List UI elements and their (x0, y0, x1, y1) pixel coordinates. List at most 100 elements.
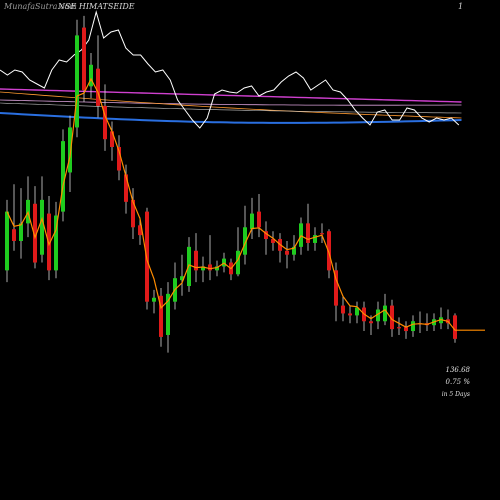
candle-body (348, 313, 352, 316)
candle-body (236, 250, 240, 275)
candle-body (166, 293, 170, 335)
candle (33, 186, 37, 269)
candle (117, 135, 121, 181)
candle-body (243, 227, 247, 255)
candle (47, 195, 51, 281)
candle (89, 53, 93, 99)
candle (82, 15, 86, 102)
candle-body (75, 35, 79, 128)
candle-body (215, 266, 219, 271)
candle (264, 221, 268, 255)
candle (243, 205, 247, 265)
candle-body (40, 199, 44, 255)
overlay-lines (0, 10, 462, 129)
candle-body (82, 27, 86, 91)
candle (201, 256, 205, 283)
sma-blue-line (0, 112, 462, 124)
candle (236, 227, 240, 277)
candle (131, 188, 135, 240)
candle-body (299, 223, 303, 247)
candle-body (264, 231, 268, 240)
candle-body (404, 327, 408, 332)
candle-body (124, 174, 128, 202)
indicator-white-line (0, 10, 460, 129)
candle (180, 254, 184, 296)
candle-body (131, 199, 135, 228)
candle (271, 231, 275, 251)
candle-body (47, 213, 51, 271)
candle (453, 313, 457, 343)
candle (362, 301, 366, 332)
candle (341, 295, 345, 322)
candle (446, 309, 450, 330)
candle-body (327, 231, 331, 271)
candle-body (103, 105, 107, 140)
candle-body (12, 229, 16, 241)
candle-body (110, 131, 114, 148)
candle (159, 287, 163, 347)
candle (418, 311, 422, 334)
candle-body (19, 223, 23, 241)
candle-body (411, 321, 415, 332)
candle-body (180, 276, 184, 281)
candle-body (89, 64, 93, 87)
price-change: 0.75 % (445, 378, 470, 386)
candle-body (355, 307, 359, 316)
sma-magenta-line (0, 88, 462, 103)
candle-body (390, 305, 394, 330)
candle-body (306, 223, 310, 243)
candle-body (369, 321, 373, 324)
site-watermark: MunafaSutra.com (4, 2, 77, 11)
candle (110, 121, 114, 161)
ticker-label: NSE HIMATSEIDE (58, 2, 135, 11)
candle-body (208, 264, 212, 271)
candle (397, 317, 401, 335)
candle (96, 35, 100, 118)
candle (376, 301, 380, 330)
candle-body (152, 297, 156, 302)
candle (439, 307, 443, 330)
candle-body (250, 213, 254, 230)
candle (152, 289, 156, 314)
candle-body (5, 211, 9, 271)
change-period: in 5 Days (441, 391, 470, 398)
candle-body (138, 225, 142, 236)
candle-body (96, 68, 100, 106)
candle (313, 227, 317, 251)
candle (124, 164, 128, 214)
candle (26, 176, 30, 238)
candle (250, 197, 254, 240)
candle (54, 201, 58, 279)
candle (19, 188, 23, 259)
candle (334, 262, 338, 322)
candle (348, 305, 352, 324)
candle (173, 262, 177, 310)
candle-body (271, 239, 275, 243)
candle (166, 282, 170, 353)
candle (5, 199, 9, 283)
candle (75, 19, 79, 138)
candle (411, 315, 415, 337)
candle (320, 223, 324, 243)
candle (355, 301, 359, 324)
candle-body (159, 295, 163, 337)
candle (194, 233, 198, 283)
candle (390, 299, 394, 337)
sma-light-line (0, 99, 462, 106)
candle-body (313, 235, 317, 243)
candle-body (334, 270, 338, 306)
candle-body (383, 305, 387, 322)
candle-body (201, 266, 205, 271)
candle (285, 240, 289, 269)
candle-body (33, 203, 37, 263)
candle (278, 233, 282, 263)
candle-body (194, 250, 198, 271)
candle-body (285, 250, 289, 255)
candle (215, 260, 219, 277)
candle-body (439, 317, 443, 324)
candle (103, 84, 107, 151)
candle (306, 203, 310, 251)
candle-body (257, 211, 261, 228)
candle-body (376, 309, 380, 322)
